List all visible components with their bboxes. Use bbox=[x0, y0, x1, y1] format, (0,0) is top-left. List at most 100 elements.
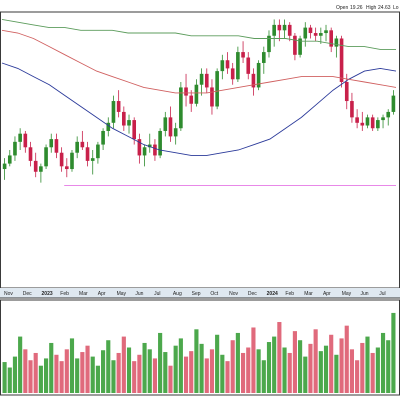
candle-body bbox=[365, 117, 370, 126]
month-label: Feb bbox=[285, 291, 294, 297]
month-label: 2023 bbox=[42, 291, 53, 297]
candle-body bbox=[179, 87, 183, 129]
volume-bar bbox=[261, 360, 266, 393]
volume-bar bbox=[142, 342, 147, 393]
candle-body bbox=[339, 38, 344, 82]
volume-bar bbox=[2, 362, 7, 393]
volume-bar bbox=[323, 345, 329, 393]
volume-bar bbox=[28, 360, 33, 393]
volume-bar bbox=[298, 340, 303, 393]
volume-bar bbox=[287, 352, 292, 393]
candle-body bbox=[381, 117, 385, 121]
month-label: Dec bbox=[23, 291, 32, 297]
volume-bar bbox=[375, 347, 380, 393]
volume-bar bbox=[230, 340, 235, 393]
month-label: Nov bbox=[4, 291, 13, 297]
volume-bar bbox=[64, 349, 69, 393]
month-label: 2024 bbox=[267, 291, 278, 297]
month-label: Oct bbox=[210, 291, 218, 297]
candle-body bbox=[59, 152, 64, 167]
volume-bar bbox=[365, 336, 370, 393]
candle-body bbox=[64, 166, 69, 170]
candle-body bbox=[344, 82, 349, 102]
candle-body bbox=[111, 101, 116, 123]
month-label: Mar bbox=[304, 291, 313, 297]
candle-body bbox=[101, 130, 105, 145]
volume-bar bbox=[137, 354, 142, 393]
volume-bar bbox=[101, 350, 106, 393]
candle-body bbox=[54, 139, 59, 153]
candle-body bbox=[33, 160, 38, 172]
volume-bar bbox=[111, 360, 116, 393]
volume-bar bbox=[235, 332, 240, 393]
volume-panel bbox=[0, 299, 400, 396]
candle-body bbox=[267, 35, 271, 53]
candle-body bbox=[329, 30, 334, 47]
candle-body bbox=[261, 52, 266, 63]
candle-body bbox=[272, 24, 276, 36]
volume-bar bbox=[12, 356, 18, 393]
candle-body bbox=[75, 141, 79, 153]
volume-bar bbox=[339, 338, 344, 393]
candle-body bbox=[303, 27, 308, 39]
candle-body bbox=[90, 158, 95, 161]
volume-bar bbox=[152, 358, 158, 393]
candle-body bbox=[319, 33, 323, 36]
volume-bar bbox=[344, 325, 349, 393]
candle-body bbox=[277, 24, 282, 31]
month-label: May bbox=[342, 291, 352, 297]
volume-bar bbox=[204, 358, 209, 393]
volume-bar bbox=[303, 356, 308, 393]
volume-bar bbox=[126, 347, 132, 393]
candle-body bbox=[106, 122, 111, 131]
volume-bar bbox=[116, 352, 121, 393]
volume-bar bbox=[246, 347, 251, 393]
price-panel bbox=[0, 11, 400, 289]
candle-body bbox=[370, 117, 375, 129]
candle-body bbox=[116, 101, 121, 112]
date-axis: Nov Dec 2023 Feb Mar Apr May Jun Jul Aug Sep Oct Nov… bbox=[0, 288, 400, 299]
candle-body bbox=[44, 147, 48, 167]
volume-bar bbox=[225, 361, 230, 393]
volume-bar bbox=[256, 349, 261, 393]
candle-body bbox=[225, 60, 230, 69]
month-label: Mar bbox=[79, 291, 88, 297]
volume-bar bbox=[349, 349, 355, 393]
candle-body bbox=[360, 122, 365, 126]
month-label: Apr bbox=[98, 291, 106, 297]
candle-body bbox=[173, 128, 178, 137]
moving-average-short bbox=[1, 62, 397, 156]
candle-body bbox=[230, 68, 235, 80]
volume-bar bbox=[189, 351, 194, 393]
candle-body bbox=[293, 35, 297, 55]
candle-body bbox=[241, 52, 245, 58]
candle-body bbox=[391, 95, 396, 112]
candle-body bbox=[7, 155, 12, 164]
moving-average-mid bbox=[1, 29, 397, 94]
volume-bar bbox=[7, 367, 12, 393]
volume-bar bbox=[292, 331, 297, 393]
candle-body bbox=[85, 147, 90, 161]
volume-bar bbox=[178, 338, 183, 393]
candle-body bbox=[287, 24, 292, 36]
candle-body bbox=[251, 73, 256, 88]
volume-bar bbox=[334, 354, 339, 393]
volume-bar bbox=[220, 354, 225, 393]
volume-bar bbox=[282, 347, 287, 393]
candle-body bbox=[236, 52, 240, 80]
candle-body bbox=[147, 144, 152, 148]
volume-bar bbox=[386, 340, 391, 393]
candle-body bbox=[334, 38, 339, 47]
candle-body bbox=[49, 139, 54, 148]
volume-bar bbox=[168, 365, 173, 393]
volume-bar bbox=[183, 356, 189, 393]
candle-body bbox=[23, 133, 28, 148]
volume-bar bbox=[106, 340, 111, 393]
candle-body bbox=[18, 133, 22, 142]
volume-bar bbox=[158, 332, 163, 393]
month-label: Jul bbox=[154, 291, 160, 297]
candle-body bbox=[80, 141, 85, 148]
volume-bar bbox=[49, 342, 54, 393]
